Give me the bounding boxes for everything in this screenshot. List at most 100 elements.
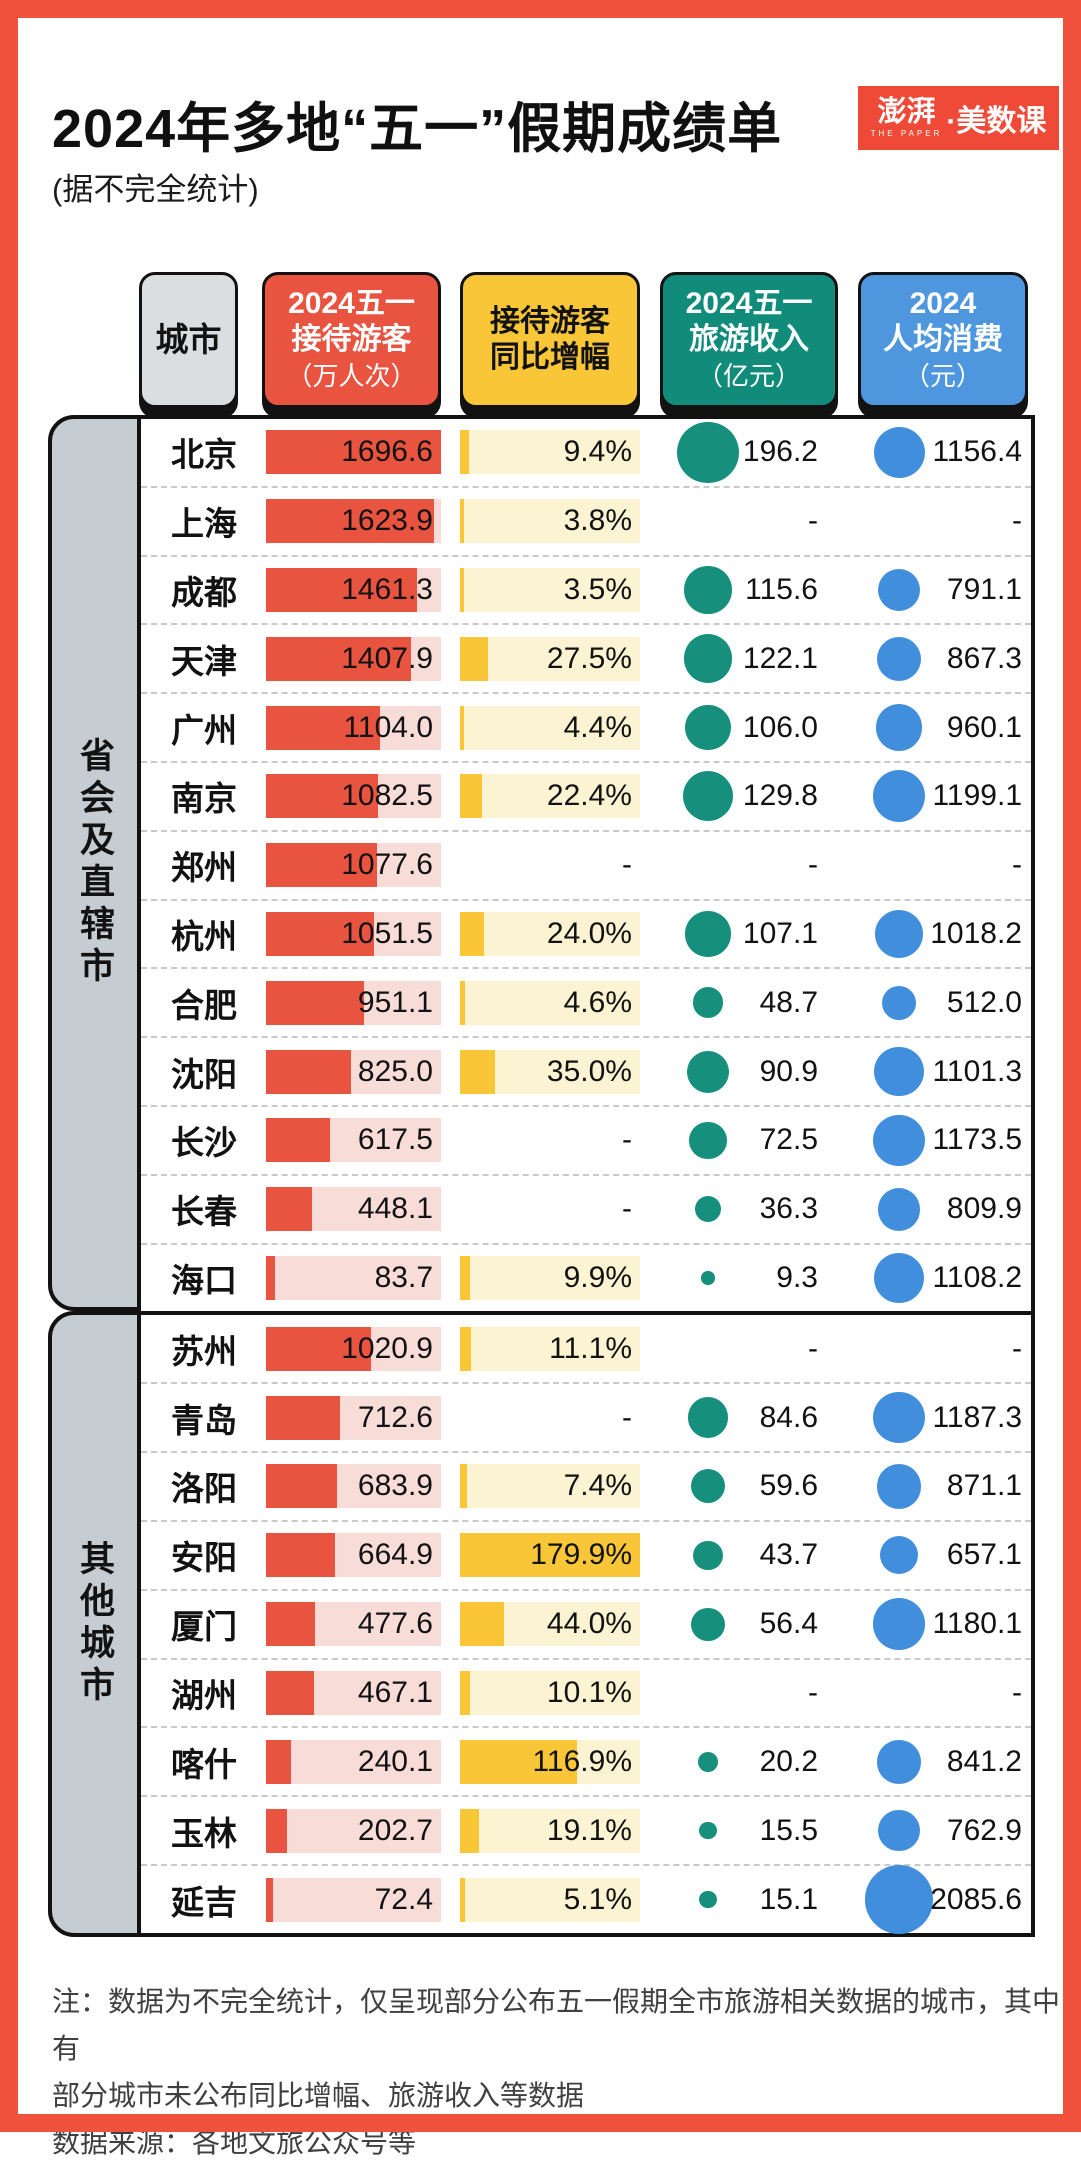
visitors-bar-fill (266, 1464, 337, 1509)
table-row: 玉林 202.7 19.1% 15.5 762.9 (141, 1795, 1031, 1864)
spend-value: 1180.1 (932, 1607, 1022, 1641)
revenue-value: 20.2 (759, 1744, 818, 1778)
visitors-bar-fill (266, 1326, 372, 1371)
growth-value: 9.4% (563, 435, 632, 469)
revenue-value: 107.1 (742, 916, 818, 950)
visitors-value: 1407.9 (341, 641, 433, 675)
revenue-circle (694, 1195, 722, 1223)
table-row: 上海 1623.9 3.8% - - (141, 485, 1031, 555)
column-header-city: 城市 (139, 272, 238, 408)
visitors-bar-fill (266, 1602, 316, 1647)
revenue-circle (683, 634, 733, 684)
city-name: 北京 (171, 436, 237, 474)
growth-value: 19.1% (546, 1813, 632, 1847)
growth-bar-track: 11.1% (460, 1326, 640, 1371)
visitors-bar-fill (266, 1739, 291, 1784)
revenue-value: - (808, 1675, 818, 1709)
revenue-value: 43.7 (759, 1538, 818, 1572)
visitors-bar-fill (266, 1118, 330, 1163)
visitors-bar-fill (266, 705, 380, 750)
growth-bar-fill (460, 1464, 468, 1509)
spend-value: 1156.4 (932, 435, 1022, 469)
column-header-spend-line2: 人均消费 (883, 323, 1003, 356)
visitors-value: 477.6 (357, 1607, 433, 1641)
column-header-revenue-unit: （亿元） (696, 361, 801, 391)
visitors-value: 448.1 (357, 1192, 433, 1226)
column-header-visitors-unit: （万人次） (286, 361, 417, 391)
revenue-value: 59.6 (759, 1469, 818, 1503)
city-name: 长春 (171, 1193, 237, 1231)
growth-value: 3.8% (563, 504, 632, 538)
visitors-bar-fill (266, 1670, 315, 1715)
city-name: 沈阳 (171, 1055, 237, 1093)
spend-circle (874, 1253, 924, 1303)
spend-value: 2085.6 (930, 1882, 1022, 1916)
spend-value: 1199.1 (932, 779, 1022, 813)
spend-circle (878, 1810, 920, 1852)
visitors-value: 1020.9 (341, 1331, 433, 1365)
growth-bar-fill (460, 1670, 471, 1715)
table-row: 杭州 1051.5 24.0% 107.1 1018.2 (141, 898, 1031, 968)
revenue-value: 56.4 (759, 1607, 818, 1641)
revenue-value: 84.6 (759, 1400, 818, 1434)
visitors-bar-fill (266, 1187, 313, 1232)
visitors-bar-fill (266, 1395, 340, 1440)
revenue-value: 72.5 (759, 1123, 818, 1157)
revenue-value: 129.8 (742, 779, 818, 813)
visitors-bar-fill (266, 1255, 275, 1300)
growth-bar-fill (460, 1255, 470, 1300)
growth-bar-fill (460, 1049, 496, 1094)
revenue-circle (685, 911, 731, 957)
city-name: 合肥 (171, 986, 237, 1024)
growth-bar-track: 35.0% (460, 1049, 640, 1094)
footnote-line-2: 部分城市未公布同比增幅、旅游收入等数据 (52, 2080, 585, 2111)
spend-value: 1173.5 (932, 1123, 1022, 1157)
table-row: 北京 1696.6 9.4% 196.2 1156.4 (141, 419, 1031, 486)
spend-value: 1018.2 (930, 916, 1022, 950)
growth-value: 27.5% (546, 641, 632, 675)
column-header-revenue-line1: 2024五一 (685, 287, 813, 320)
growth-value: 10.1% (546, 1675, 632, 1709)
growth-bar-track: 10.1% (460, 1670, 640, 1715)
spend-value: 867.3 (946, 641, 1022, 675)
revenue-circle (691, 1607, 725, 1641)
growth-missing-dash: - (622, 848, 632, 882)
table-row: 厦门 477.6 44.0% 56.4 1180.1 (141, 1588, 1031, 1658)
table-row: 安阳 664.9 179.9% 43.7 657.1 (141, 1519, 1031, 1589)
column-header-growth-line1: 接待游客 (490, 305, 610, 338)
growth-value: 7.4% (563, 1469, 632, 1503)
visitors-value: 72.4 (374, 1882, 433, 1916)
spend-circle (877, 1187, 921, 1231)
spend-value: - (1012, 848, 1022, 882)
spend-circle (879, 1536, 919, 1575)
publisher-logo: 澎湃 THE PAPER ·美数课 (858, 86, 1059, 150)
growth-missing-dash: - (622, 1192, 632, 1226)
spend-circle (875, 910, 923, 958)
spend-value: 1108.2 (932, 1260, 1022, 1294)
city-name: 安阳 (171, 1539, 237, 1577)
data-table: 北京 1696.6 9.4% 196.2 1156.4 上海 1623.9 3.… (137, 415, 1035, 1937)
table-row: 海口 83.7 9.9% 9.3 1108.2 (141, 1242, 1031, 1312)
publisher-logo-sub-text: THE PAPER (870, 129, 943, 138)
revenue-circle (691, 1469, 725, 1504)
table-row: 长沙 617.5 - 72.5 1173.5 (141, 1104, 1031, 1174)
publisher-logo-right-text: ·美数课 (946, 105, 1047, 138)
group-rows-capitals: 北京 1696.6 9.4% 196.2 1156.4 上海 1623.9 3.… (141, 419, 1031, 1311)
visitors-bar-fill (266, 1533, 335, 1578)
growth-value: 11.1% (549, 1331, 632, 1365)
visitors-bar-track: 1082.5 (266, 774, 441, 819)
growth-bar-track: 27.5% (460, 636, 640, 681)
spend-circle (876, 1464, 922, 1509)
visitors-value: 1051.5 (341, 916, 433, 950)
visitors-bar-fill (266, 1049, 352, 1094)
revenue-circle (699, 1891, 717, 1909)
revenue-value: - (808, 1331, 818, 1365)
growth-bar-track: 44.0% (460, 1602, 640, 1647)
growth-bar-track: 4.4% (460, 705, 640, 750)
table-row: 苏州 1020.9 11.1% - - (141, 1315, 1031, 1382)
city-name: 玉林 (171, 1814, 237, 1852)
group-label-capitals: 省会及直辖市 (75, 737, 114, 989)
table-row: 成都 1461.3 3.5% 115.6 791.1 (141, 554, 1031, 624)
revenue-circle (687, 1050, 729, 1093)
city-name: 海口 (171, 1261, 237, 1299)
